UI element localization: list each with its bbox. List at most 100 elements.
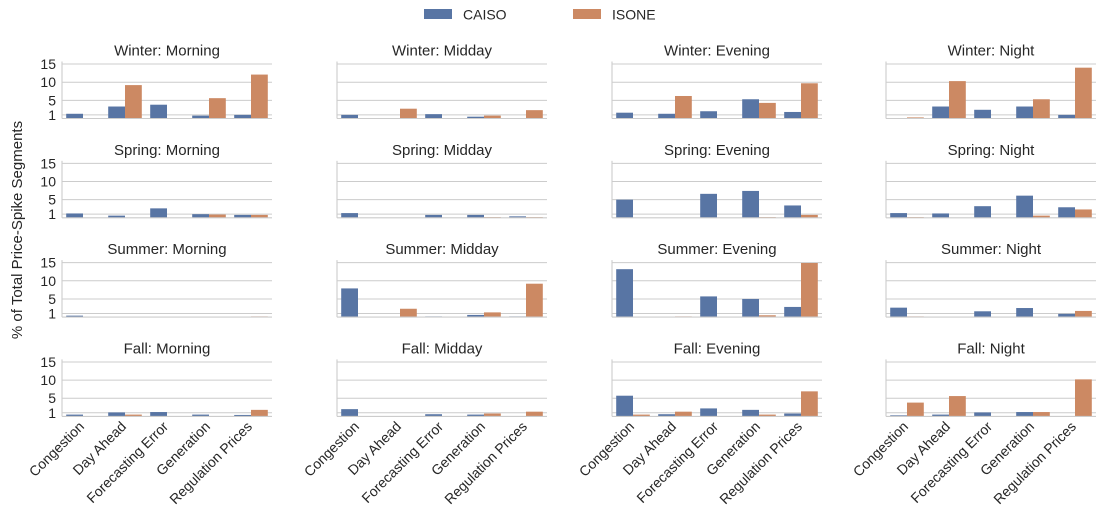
y-tick-label: 15	[40, 354, 56, 370]
bar-caiso-regulation-prices	[784, 205, 801, 218]
bar-caiso-generation	[1016, 308, 1033, 318]
bar-caiso-congestion	[616, 395, 633, 417]
bar-caiso-generation	[192, 115, 209, 119]
facet-title-winter-evening: Winter: Evening	[664, 43, 770, 60]
bar-isone-day-ahead	[675, 411, 692, 417]
facet-title-winter-night: Winter: Night	[948, 43, 1036, 60]
bar-isone-regulation-prices	[526, 110, 543, 119]
facet-title-winter-morning: Winter: Morning	[114, 43, 220, 60]
legend: CAISO ISONE	[424, 7, 656, 23]
facet-title-spring-night: Spring: Night	[948, 142, 1036, 159]
y-axis-label: % of Total Price-Spike Segments	[9, 121, 26, 339]
bar-isone-congestion	[633, 414, 650, 417]
bar-caiso-congestion	[890, 307, 907, 318]
facet-winter-night: Winter: Night	[885, 43, 1096, 120]
bar-caiso-regulation-prices	[784, 111, 801, 119]
bar-caiso-forecasting-error	[700, 408, 717, 417]
facet-title-summer-night: Summer: Night	[941, 241, 1042, 258]
bar-caiso-day-ahead	[932, 213, 949, 218]
bar-caiso-congestion	[66, 414, 83, 417]
bar-caiso-generation	[467, 414, 484, 417]
bar-caiso-regulation-prices	[234, 114, 251, 119]
y-tick-label: 1	[48, 206, 56, 222]
bar-isone-generation	[1033, 412, 1050, 417]
y-tick-label: 10	[40, 273, 56, 289]
facet-title-summer-evening: Summer: Evening	[657, 241, 776, 258]
bar-isone-generation	[209, 98, 226, 119]
bar-isone-regulation-prices	[1075, 67, 1092, 119]
bar-caiso-regulation-prices	[1058, 207, 1075, 218]
bar-isone-generation	[1033, 215, 1050, 218]
facet-summer-evening: Summer: Evening	[611, 241, 822, 318]
facet-title-spring-evening: Spring: Evening	[664, 142, 770, 159]
bar-isone-day-ahead	[400, 308, 417, 318]
facet-title-spring-midday: Spring: Midday	[392, 142, 493, 159]
bar-isone-generation	[209, 214, 226, 218]
y-tick-label: 5	[48, 192, 56, 208]
bar-isone-generation	[484, 115, 501, 119]
bar-caiso-regulation-prices	[234, 414, 251, 417]
bar-isone-regulation-prices	[251, 74, 268, 119]
bar-isone-regulation-prices	[801, 83, 818, 119]
bar-isone-generation	[1033, 99, 1050, 119]
bar-isone-generation	[759, 315, 776, 318]
bar-caiso-forecasting-error	[150, 208, 167, 218]
bar-caiso-regulation-prices	[509, 216, 526, 218]
facet-winter-morning: Winter: Morning 15 10 15	[40, 43, 272, 123]
bar-caiso-day-ahead	[658, 113, 675, 119]
y-tick-label: 1	[48, 405, 56, 421]
bar-caiso-forecasting-error	[700, 193, 717, 218]
bar-caiso-day-ahead	[108, 106, 125, 119]
bar-caiso-congestion	[616, 112, 633, 119]
bar-caiso-congestion	[66, 213, 83, 218]
y-tick-label: 5	[48, 291, 56, 307]
bar-caiso-generation	[742, 298, 759, 318]
facet-summer-night: Summer: Night	[885, 241, 1096, 318]
bar-caiso-forecasting-error	[425, 114, 442, 119]
bar-caiso-generation	[1016, 106, 1033, 119]
bar-isone-generation	[759, 414, 776, 417]
facet-title-winter-midday: Winter: Midday	[392, 43, 493, 60]
bar-caiso-congestion	[66, 113, 83, 119]
bar-caiso-day-ahead	[108, 412, 125, 417]
bar-isone-day-ahead	[675, 95, 692, 119]
bar-caiso-congestion	[341, 409, 358, 417]
facet-summer-morning: Summer: Morning 15 10 15	[40, 241, 272, 321]
bar-caiso-generation	[192, 214, 209, 218]
bar-caiso-forecasting-error	[700, 111, 717, 119]
bar-caiso-day-ahead	[932, 414, 949, 417]
bar-caiso-forecasting-error	[425, 414, 442, 417]
bar-isone-regulation-prices	[1075, 209, 1092, 218]
facet-winter-midday: Winter: Midday	[336, 43, 547, 120]
bar-caiso-generation	[467, 214, 484, 218]
bar-isone-day-ahead	[949, 396, 966, 417]
bar-caiso-forecasting-error	[425, 214, 442, 218]
bar-isone-regulation-prices	[251, 214, 268, 218]
bar-caiso-generation	[467, 314, 484, 318]
legend-label-caiso: CAISO	[463, 7, 507, 23]
bar-caiso-forecasting-error	[974, 206, 991, 218]
bar-caiso-forecasting-error	[974, 109, 991, 119]
y-tick-label: 15	[40, 155, 56, 171]
bar-isone-regulation-prices	[801, 214, 818, 218]
bar-caiso-forecasting-error	[700, 296, 717, 318]
y-tick-label: 10	[40, 372, 56, 388]
bar-caiso-congestion	[616, 199, 633, 218]
legend-label-isone: ISONE	[612, 7, 656, 23]
bar-isone-regulation-prices	[801, 391, 818, 417]
bar-isone-regulation-prices	[1075, 310, 1092, 318]
y-tick-label: 10	[40, 173, 56, 189]
facet-title-fall-morning: Fall: Morning	[124, 340, 211, 357]
bar-caiso-day-ahead	[108, 215, 125, 218]
bar-caiso-day-ahead	[932, 106, 949, 119]
bar-caiso-congestion	[341, 288, 358, 318]
bar-caiso-congestion	[616, 269, 633, 318]
bar-caiso-day-ahead	[658, 414, 675, 417]
facet-spring-evening: Spring: Evening	[611, 142, 822, 219]
bar-caiso-generation	[1016, 195, 1033, 218]
bar-caiso-generation	[742, 190, 759, 218]
facet-spring-morning: Spring: Morning 15 10 15	[40, 142, 272, 222]
